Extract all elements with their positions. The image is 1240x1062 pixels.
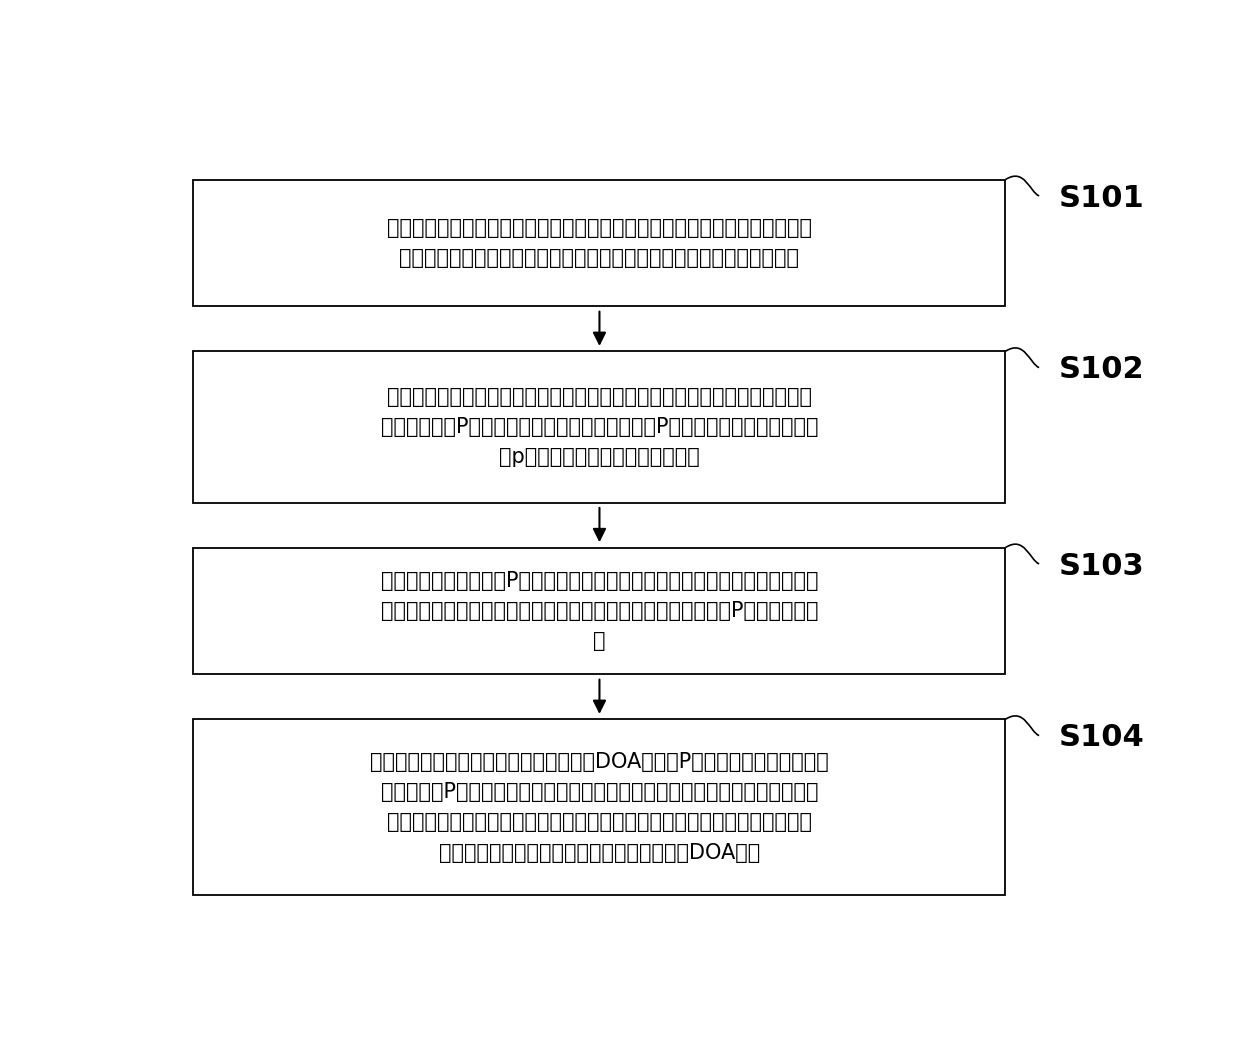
Text: S102: S102	[1059, 356, 1145, 384]
Text: 对稀疏自编码器输出的P个结果构成一个一维矩阵，再将一维矩阵转换成协方差
矩阵形式，将矩阵分为实部矩阵和虚部矩阵作为双通道输入送入P个卷积神经网
络: 对稀疏自编码器输出的P个结果构成一个一维矩阵，再将一维矩阵转换成协方差 矩阵形式…	[381, 570, 818, 651]
Bar	[193, 548, 1006, 674]
Text: S104: S104	[1059, 723, 1145, 752]
Bar	[193, 179, 1006, 306]
Text: 利用稀疏自编码器将来自不同的区域的信号进行分类，编码器将输入矢量压缩
到较低维度，P个解码器再将其恢复到原始尺寸，P个解码器的的输出结果表示
第p个子区域方向上: 利用稀疏自编码器将来自不同的区域的信号进行分类，编码器将输入矢量压缩 到较低维度…	[381, 387, 818, 467]
Text: 对天线阵列接收到的混合回波信号进行预处理，求得信号的协方差矩阵，并提
取上三角元素的实部和虚部构建为一个一维矩阵作为稀疏自编码器的输入: 对天线阵列接收到的混合回波信号进行预处理，求得信号的协方差矩阵，并提 取上三角元…	[387, 218, 812, 268]
Text: 利用卷积神经网络实现不同子区域信号的DOA估计，P个卷积神经网络的输出层
神经元表示P个子区域在水平方向上的角度，当信号来自于某个角度时，该方向
相邻的两个神经: 利用卷积神经网络实现不同子区域信号的DOA估计，P个卷积神经网络的输出层 神经元…	[370, 752, 828, 862]
Text: S101: S101	[1059, 184, 1145, 212]
Bar	[193, 719, 1006, 895]
Bar	[193, 352, 1006, 502]
Text: S103: S103	[1059, 551, 1145, 581]
